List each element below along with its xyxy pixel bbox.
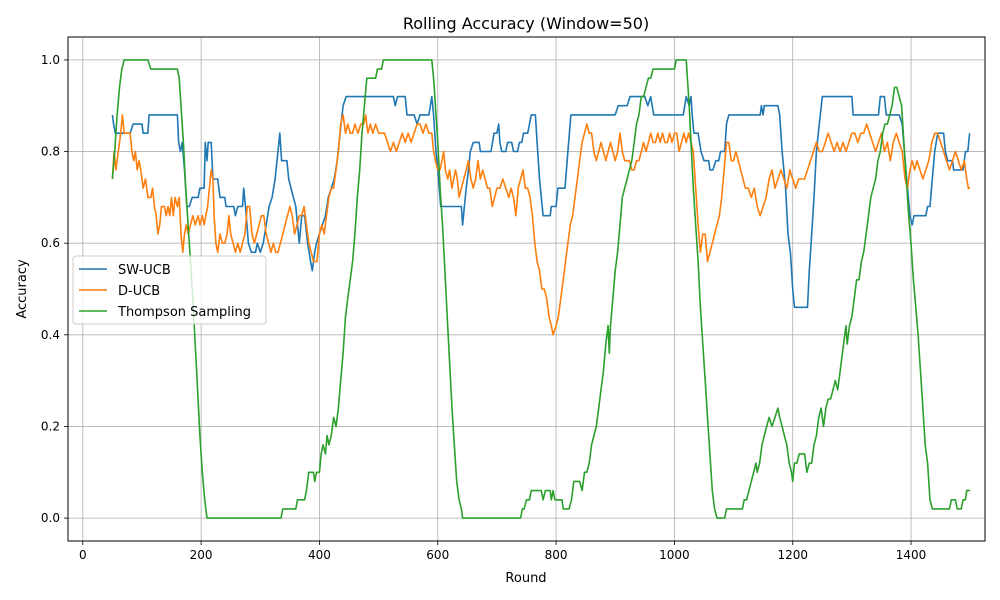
legend: SW-UCB D-UCB Thompson Sampling [72,255,267,325]
y-tick-label: 0.0 [41,511,60,525]
y-axis-label: Accuracy [15,259,30,319]
y-tick-label: 0.6 [41,236,60,250]
x-tick-label: 1200 [777,548,808,562]
x-axis-ticks: 0 200 400 600 800 1000 1200 1400 [79,541,926,562]
y-tick-label: 1.0 [41,53,60,67]
x-tick-label: 1000 [659,548,690,562]
legend-label-sw-ucb: SW-UCB [118,263,171,278]
legend-box [72,255,267,325]
series-line-thompson-sampling [111,59,971,519]
y-tick-label: 0.4 [41,328,60,342]
x-tick-label: 0 [79,548,87,562]
axes-frame [67,36,986,542]
legend-label-d-ucb: D-UCB [118,284,160,299]
chart-title: Rolling Accuracy (Window=50) [403,14,649,33]
x-tick-label: 400 [308,548,331,562]
legend-label-thompson-sampling: Thompson Sampling [117,305,251,320]
series-line-d-ucb [111,114,971,336]
y-tick-label: 0.8 [41,145,60,159]
x-axis-label: Round [505,571,546,586]
plot-series [111,59,971,519]
x-tick-label: 1400 [896,548,927,562]
y-axis-ticks: 0.0 0.2 0.4 0.6 0.8 1.0 [41,53,68,525]
x-tick-label: 800 [545,548,568,562]
series-line-sw-ucb [111,95,971,309]
x-tick-label: 600 [426,548,449,562]
y-tick-label: 0.2 [41,419,60,433]
x-tick-label: 200 [190,548,213,562]
